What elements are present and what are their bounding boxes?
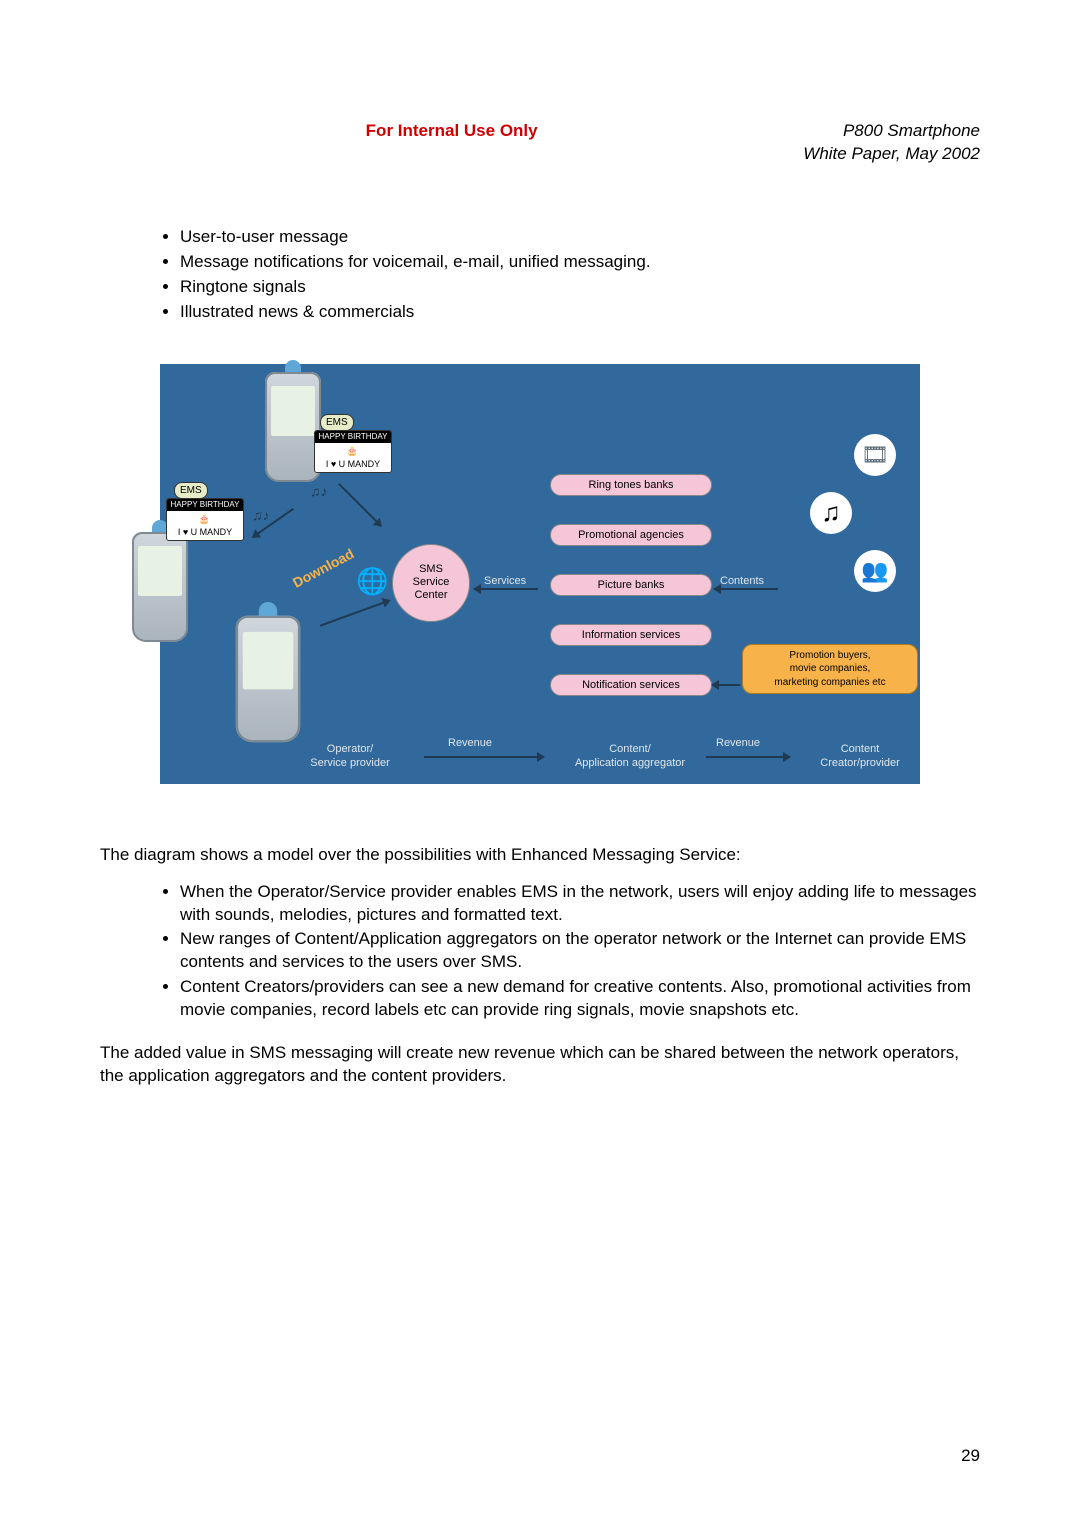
arrow xyxy=(712,684,740,686)
revenue-label: Revenue xyxy=(448,736,492,751)
list-item: Message notifications for voicemail, e-m… xyxy=(180,251,980,274)
list-item: When the Operator/Service provider enabl… xyxy=(180,881,980,927)
diagram-intro-text: The diagram shows a model over the possi… xyxy=(100,844,980,867)
birthday-art-icon: 🎂 xyxy=(169,513,241,525)
closing-paragraph: The added value in SMS messaging will cr… xyxy=(100,1042,980,1088)
contents-label: Contents xyxy=(720,574,764,589)
film-icon: 🎞 xyxy=(854,434,896,476)
music-note-icon: ♫♪ xyxy=(252,506,270,525)
ems-card-footer: I ♥ U MANDY xyxy=(169,526,241,538)
chip-promo: Promotional agencies xyxy=(550,524,712,547)
arrow xyxy=(474,588,538,590)
music-note-icon: ♫♪ xyxy=(310,482,328,501)
arrow xyxy=(714,588,778,590)
header-subtitle: White Paper, May 2002 xyxy=(803,143,980,166)
header-title: P800 Smartphone xyxy=(803,120,980,143)
arrow xyxy=(338,483,382,527)
ems-card: HAPPY BIRTHDAY 🎂 I ♥ U MANDY xyxy=(166,498,244,541)
header-internal-use: For Internal Use Only xyxy=(100,120,803,166)
diagram-container: EMS HAPPY BIRTHDAY 🎂 I ♥ U MANDY EMS HAP… xyxy=(160,364,980,784)
chip-ringtones: Ring tones banks xyxy=(550,474,712,497)
ems-card: HAPPY BIRTHDAY 🎂 I ♥ U MANDY xyxy=(314,430,392,473)
arrow xyxy=(320,599,390,626)
list-item: User-to-user message xyxy=(180,226,980,249)
sms-service-center-node: SMS Service Center xyxy=(392,544,470,622)
chip-notif: Notification services xyxy=(550,674,712,697)
ems-diagram: EMS HAPPY BIRTHDAY 🎂 I ♥ U MANDY EMS HAP… xyxy=(160,364,920,784)
download-label: Download xyxy=(289,544,357,592)
ems-card-footer: I ♥ U MANDY xyxy=(317,458,389,470)
ems-card-title: HAPPY BIRTHDAY xyxy=(167,499,243,512)
page-header: For Internal Use Only P800 Smartphone Wh… xyxy=(100,120,980,166)
phone-icon xyxy=(132,532,188,642)
birthday-art-icon: 🎂 xyxy=(317,445,389,457)
list-item: New ranges of Content/Application aggreg… xyxy=(180,928,980,974)
revenue-label: Revenue xyxy=(716,736,760,751)
services-label: Services xyxy=(484,574,526,589)
aggregator-label: Content/ Application aggregator xyxy=(560,742,700,772)
phone-icon xyxy=(236,615,300,742)
promotion-buyers-node: Promotion buyers, movie companies, marke… xyxy=(742,644,918,695)
top-bullet-list: User-to-user message Message notificatio… xyxy=(160,226,980,324)
globe-icon: 🌐 xyxy=(356,564,388,599)
list-item: Illustrated news & commercials xyxy=(180,301,980,324)
creator-label: Content Creator/provider xyxy=(800,742,920,772)
people-icon: 👥 xyxy=(854,550,896,592)
chip-info: Information services xyxy=(550,624,712,647)
ems-tag: EMS xyxy=(320,414,354,432)
mid-bullet-list: When the Operator/Service provider enabl… xyxy=(160,881,980,1023)
arrow xyxy=(424,756,544,758)
operator-label: Operator/ Service provider xyxy=(290,742,410,772)
list-item: Content Creators/providers can see a new… xyxy=(180,976,980,1022)
list-item: Ringtone signals xyxy=(180,276,980,299)
chip-pictures: Picture banks xyxy=(550,574,712,597)
arrow xyxy=(706,756,790,758)
phone-icon xyxy=(265,372,321,482)
document-page: For Internal Use Only P800 Smartphone Wh… xyxy=(0,0,1080,1528)
page-number: 29 xyxy=(961,1445,980,1468)
ems-tag: EMS xyxy=(174,482,208,500)
music-icon: ♫ xyxy=(810,492,852,534)
header-right: P800 Smartphone White Paper, May 2002 xyxy=(803,120,980,166)
ems-card-title: HAPPY BIRTHDAY xyxy=(315,431,391,444)
